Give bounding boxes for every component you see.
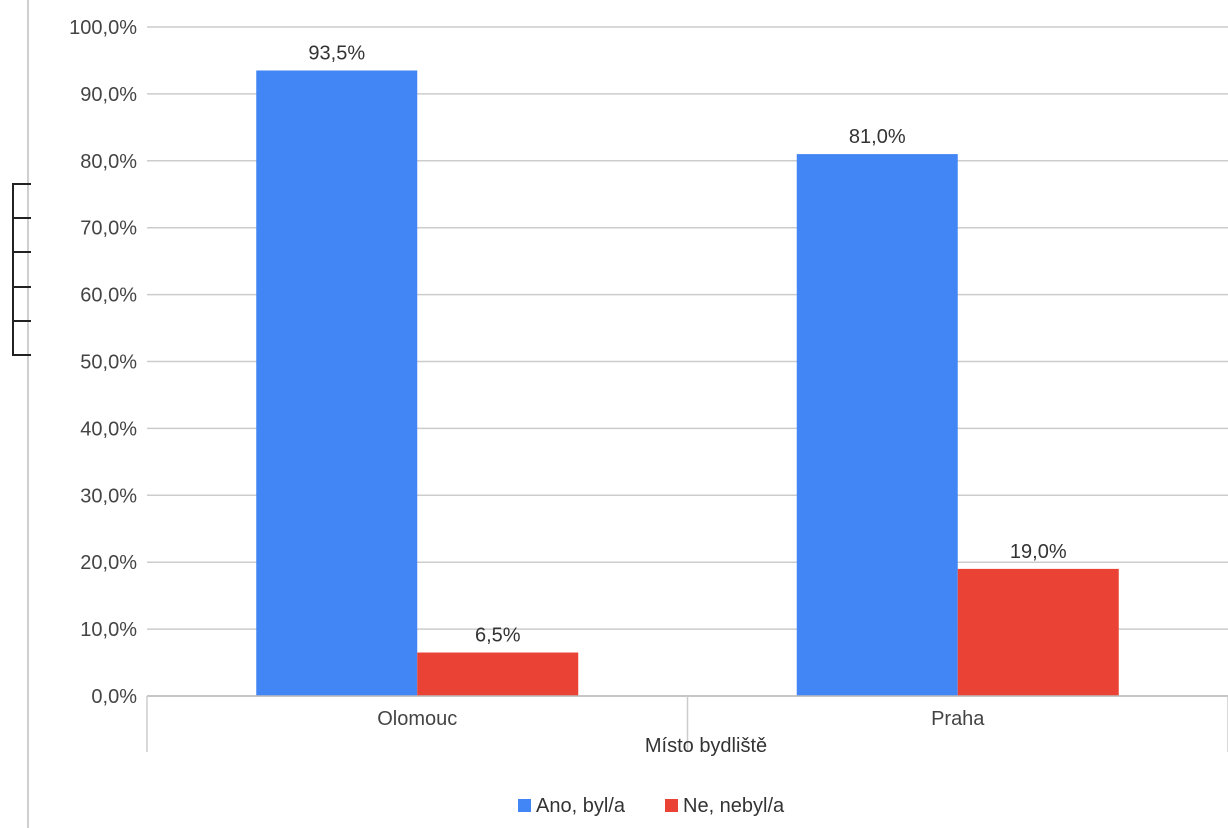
bracket-decoration <box>12 183 31 356</box>
x-category-label: Olomouc <box>377 708 457 730</box>
bars <box>256 70 1119 697</box>
x-axis: Olomouc Praha <box>146 695 1228 752</box>
y-axis-ticks: 0,0% 10,0% 20,0% 30,0% 40,0% 50,0% 60,0% 70,0% 8… <box>69 17 137 708</box>
data-label: 19,0% <box>1010 541 1067 563</box>
y-tick-label: 80,0% <box>80 151 137 173</box>
bar <box>417 652 579 696</box>
legend-label: Ano, byl/a <box>536 795 626 817</box>
x-category-label: Praha <box>931 708 985 730</box>
legend: Ano, byl/a Ne, nebyl/a <box>518 795 785 817</box>
y-tick-label: 100,0% <box>69 17 137 39</box>
legend-swatch <box>518 799 531 812</box>
data-labels: 93,5% 6,5% 81,0% 19,0% <box>308 42 1066 646</box>
y-tick-label: 40,0% <box>80 418 137 440</box>
y-tick-label: 20,0% <box>80 552 137 574</box>
legend-label: Ne, nebyl/a <box>683 795 785 817</box>
data-label: 6,5% <box>475 625 521 647</box>
y-tick-label: 50,0% <box>80 352 137 374</box>
y-tick-label: 10,0% <box>80 619 137 641</box>
y-tick-label: 70,0% <box>80 218 137 240</box>
y-tick-label: 0,0% <box>91 686 137 708</box>
x-axis-title: Místo bydliště <box>645 735 767 757</box>
y-tick-label: 60,0% <box>80 285 137 307</box>
bar <box>256 70 418 697</box>
data-label: 93,5% <box>308 42 365 64</box>
bar <box>957 568 1119 696</box>
bar <box>796 154 958 697</box>
y-tick-label: 30,0% <box>80 485 137 507</box>
data-label: 81,0% <box>849 126 906 148</box>
legend-swatch <box>665 799 678 812</box>
y-tick-label: 90,0% <box>80 84 137 106</box>
